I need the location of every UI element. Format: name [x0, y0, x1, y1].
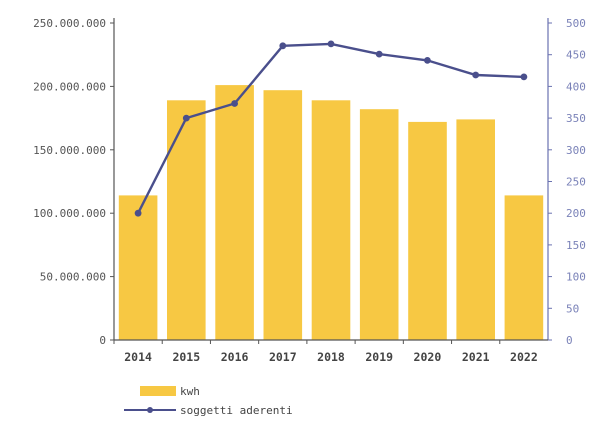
right-tick-label: 150 — [566, 239, 586, 252]
bar-series — [118, 85, 544, 341]
line-point-2022 — [520, 73, 528, 81]
line-point-2020 — [424, 57, 431, 64]
bar-2015 — [167, 100, 206, 340]
x-tick-label: 2022 — [510, 350, 538, 364]
bar-2018 — [311, 100, 351, 340]
left-tick-label: 0 — [99, 334, 106, 347]
right-tick-label: 400 — [566, 80, 586, 93]
x-tick-label: 2020 — [414, 350, 442, 364]
legend-swatch-kwh — [140, 386, 176, 396]
right-tick-label: 200 — [566, 207, 586, 220]
line-point-2019 — [375, 50, 383, 58]
right-tick-label: 0 — [566, 334, 573, 347]
legend-label-soggetti: soggetti aderenti — [180, 404, 293, 417]
right-tick-label: 100 — [566, 271, 586, 284]
x-axis-labels: 2014 2015 2016 2017 2018 2019 2020 2021 2022 — [113, 340, 538, 364]
bar-2020 — [408, 121, 447, 341]
bar-2014 — [118, 195, 158, 340]
x-tick-label: 2018 — [317, 350, 345, 364]
x-tick-label: 2016 — [221, 350, 249, 364]
right-tick-label: 350 — [566, 112, 586, 125]
bar-2017 — [263, 90, 303, 340]
line-point-2018 — [327, 40, 335, 48]
line-point-2017 — [279, 42, 287, 50]
left-tick-label: 200.000.000 — [33, 80, 106, 93]
line-point-2015 — [182, 114, 190, 122]
right-tick-label: 250 — [566, 176, 586, 189]
line-point-2021 — [472, 71, 480, 79]
right-axis-ticks: 0 50 100 150 200 250 300 350 400 450 500 — [548, 17, 586, 347]
legend-label-kwh: kwh — [180, 385, 200, 398]
left-tick-label: 250.000.000 — [33, 17, 106, 30]
legend: kwh soggetti aderenti — [124, 385, 293, 417]
left-axis-ticks: 0 50.000.000 100.000.000 150.000.000 200.000… — [33, 17, 114, 347]
bar-2021 — [456, 119, 495, 341]
right-tick-label: 450 — [566, 49, 586, 62]
x-tick-label: 2021 — [462, 350, 490, 364]
bar-2016 — [215, 85, 254, 340]
bar-2019 — [359, 109, 399, 340]
left-tick-label: 100.000.000 — [33, 207, 106, 220]
x-tick-label: 2014 — [124, 350, 152, 364]
x-tick-label: 2015 — [172, 350, 200, 364]
right-tick-label: 50 — [566, 302, 579, 315]
x-tick-label: 2017 — [269, 350, 297, 364]
bar-2022 — [504, 195, 544, 340]
left-tick-label: 50.000.000 — [40, 271, 106, 284]
line-point-2016 — [231, 100, 239, 107]
legend-marker-soggetti — [147, 407, 153, 413]
line-series — [134, 40, 528, 217]
x-tick-label: 2019 — [365, 350, 393, 364]
right-tick-label: 500 — [566, 17, 586, 30]
right-tick-label: 300 — [566, 144, 586, 157]
left-tick-label: 150.000.000 — [33, 144, 106, 157]
line-point-2014 — [134, 209, 142, 217]
axes — [113, 18, 549, 341]
